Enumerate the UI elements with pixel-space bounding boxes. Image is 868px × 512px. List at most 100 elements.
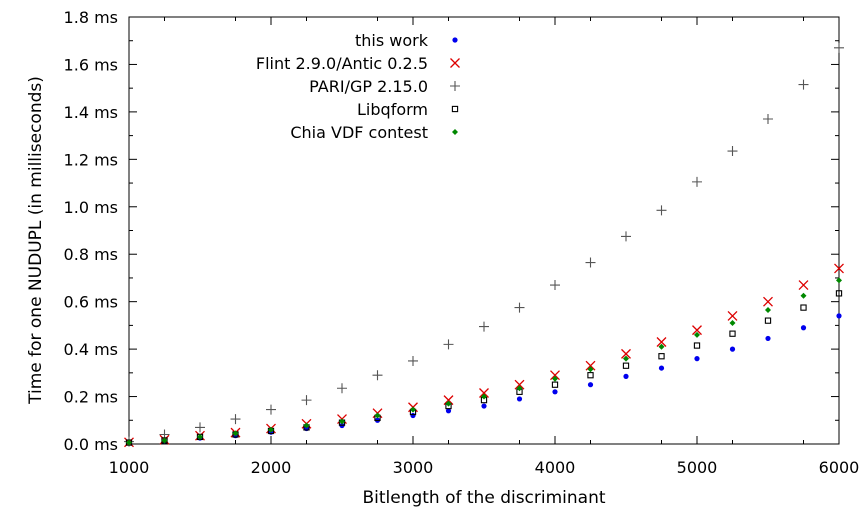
- data-point: [658, 353, 665, 360]
- data-point: [729, 330, 736, 337]
- y-axis-label: Time for one NUDUPL (in milliseconds): [26, 76, 46, 405]
- data-point: [479, 321, 489, 332]
- data-point: [587, 372, 594, 379]
- data-point: [443, 339, 454, 350]
- data-point: [481, 393, 487, 400]
- data-point: [479, 388, 489, 398]
- data-point: [658, 343, 665, 350]
- data-point: [481, 403, 487, 409]
- data-point: [621, 231, 631, 242]
- data-point: [372, 370, 383, 381]
- data-point: [656, 205, 667, 216]
- data-point: [303, 422, 310, 429]
- data-point: [694, 331, 700, 338]
- data-point: [656, 337, 667, 347]
- legend-marker: [450, 58, 460, 68]
- data-point: [339, 418, 345, 425]
- y-tick-label: 0.0 ms: [64, 435, 118, 454]
- data-point: [585, 257, 596, 268]
- y-tick-label: 0.8 ms: [64, 245, 118, 264]
- data-point: [514, 302, 525, 313]
- y-tick-label: 1.8 ms: [64, 8, 118, 27]
- data-point: [800, 292, 807, 299]
- data-point: [727, 146, 738, 157]
- data-point: [693, 342, 701, 349]
- x-tick-label: 6000: [819, 458, 860, 477]
- y-tick-label: 0.6 ms: [64, 293, 118, 312]
- y-axis-ticks: 0.0 ms 0.2 ms 0.4 ms 0.6 ms 0.8 ms 1.0 ms 1.2 …: [64, 8, 839, 454]
- data-point: [727, 310, 738, 321]
- data-point: [834, 263, 844, 274]
- data-point: [765, 335, 771, 342]
- y-tick-label: 0.4 ms: [64, 340, 118, 359]
- data-point: [550, 370, 560, 381]
- data-point: [798, 280, 809, 291]
- legend-marker: [451, 105, 459, 113]
- data-point: [408, 355, 418, 366]
- data-point: [763, 114, 773, 125]
- data-point: [301, 395, 312, 406]
- data-point: [230, 414, 241, 425]
- data-point: [764, 317, 772, 324]
- data-point: [694, 356, 700, 362]
- data-point: [410, 406, 416, 413]
- x-tick-label: 3000: [393, 458, 434, 477]
- data-point: [587, 382, 594, 388]
- data-point: [763, 296, 773, 307]
- series: [124, 42, 844, 447]
- legend-marker: [452, 129, 458, 135]
- x-tick-label: 4000: [535, 458, 576, 477]
- y-tick-label: 1.0 ms: [64, 198, 118, 217]
- data-point: [622, 362, 630, 369]
- axes: [128, 16, 840, 445]
- data-point: [765, 306, 771, 313]
- data-point: [623, 355, 629, 362]
- data-point: [516, 385, 523, 392]
- data-point: [268, 426, 274, 433]
- series: [126, 313, 842, 446]
- y-tick-label: 1.6 ms: [64, 55, 118, 74]
- legend-marker: [450, 81, 460, 91]
- legend-label: PARI/GP 2.15.0: [309, 77, 428, 96]
- data-point: [798, 79, 809, 90]
- x-tick-label: 5000: [677, 458, 718, 477]
- data-point: [445, 408, 452, 414]
- data-point: [552, 375, 558, 382]
- data-point: [658, 365, 665, 371]
- x-axis-label: Bitlength of the discriminant: [362, 488, 605, 508]
- legend-label: Chia VDF contest: [290, 123, 428, 142]
- x-tick-label: 2000: [251, 458, 292, 477]
- legend-label: this work: [355, 31, 429, 50]
- data-point: [266, 404, 276, 415]
- data-point: [800, 325, 807, 331]
- plot-frame: [128, 16, 840, 445]
- data-point: [551, 381, 559, 388]
- data-point: [552, 389, 558, 395]
- data-point: [729, 320, 736, 327]
- data-point: [514, 379, 525, 390]
- data-point: [587, 366, 594, 373]
- data-point: [410, 412, 416, 419]
- data-point: [621, 348, 631, 359]
- x-tick-label: 1000: [109, 458, 150, 477]
- legend-marker: [452, 37, 458, 43]
- data-point: [445, 400, 452, 407]
- data-point: [835, 290, 843, 297]
- legend-label: Libqform: [357, 100, 428, 119]
- series: [124, 263, 844, 448]
- data-point: [197, 433, 203, 440]
- data-point: [161, 437, 168, 444]
- data-point: [516, 396, 523, 402]
- data-point: [729, 346, 736, 352]
- data-point: [692, 176, 702, 187]
- y-tick-label: 1.4 ms: [64, 103, 118, 122]
- data-point: [550, 280, 560, 291]
- legend: this work Flint 2.9.0/Antic 0.2.5 PARI/GP …: [256, 31, 460, 142]
- data-point: [836, 277, 842, 284]
- data-point: [232, 430, 239, 437]
- data-point: [623, 373, 629, 379]
- data-point: [585, 360, 596, 371]
- data-point: [374, 412, 381, 419]
- legend-label: Flint 2.9.0/Antic 0.2.5: [256, 54, 428, 73]
